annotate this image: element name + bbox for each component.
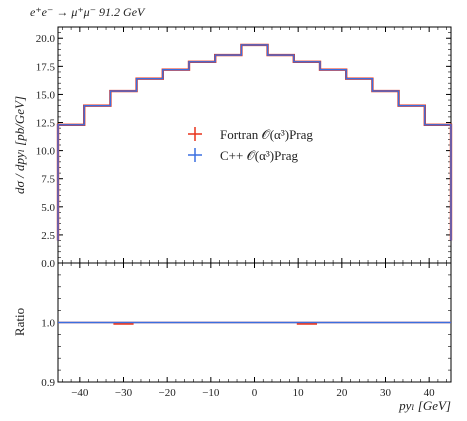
legend-entry-fortran: Fortran 𝒪(α³)Prag: [188, 127, 313, 142]
main-y-tick-label: 12.5: [36, 118, 56, 130]
x-tick-label: 40: [424, 387, 436, 399]
main-y-tick-label: 17.5: [36, 61, 56, 73]
main-series-group: [56, 43, 453, 241]
x-tick-label: 30: [380, 387, 392, 399]
x-tick-label: 20: [336, 387, 348, 399]
chart-title: e⁺e⁻ → μ⁺μ⁻ 91.2 GeV: [30, 5, 146, 19]
x-tick-label: −30: [115, 387, 133, 399]
main-plot-frame: [57, 26, 452, 264]
histogram-line-1: [57, 44, 452, 241]
x-tick-label: −20: [159, 387, 177, 399]
main-y-tick-label: 15.0: [36, 89, 56, 101]
main-y-tick-label: 20.0: [36, 33, 56, 45]
ratio-series-group: [58, 321, 451, 325]
main-y-tick-label: 10.0: [36, 146, 56, 158]
main-y-bottom-tick-label: 0.0: [41, 258, 55, 270]
main-y-tick-label: 2.5: [41, 230, 55, 242]
x-tick-label: 0: [252, 387, 258, 399]
x-axis-label: pyₗ [GeV]: [398, 398, 451, 413]
main-y-tick-label: 5.0: [41, 202, 55, 214]
ratio-y-tick-label: 1.0: [41, 318, 55, 330]
x-tick-label: −10: [202, 387, 220, 399]
x-tick-label: −40: [71, 387, 89, 399]
x-axis: −40 −30 −20 −10 0 10 20 30 40: [62, 27, 447, 399]
legend-fortran-label: Fortran 𝒪(α³)Prag: [220, 127, 313, 142]
ratio-y-axis-label: Ratio: [12, 308, 27, 336]
main-y-axis-label: dσ / dpyₗ [pb/GeV]: [12, 96, 27, 194]
x-tick-label: 10: [293, 387, 305, 399]
legend-entry-cpp: C++ 𝒪(α³)Prag: [188, 148, 298, 163]
ratio-y-tick-label: 0.9: [41, 377, 55, 389]
histogram-line-0: [56, 43, 453, 241]
ratio-y-axis: 0.9 1.0: [41, 274, 451, 389]
main-y-tick-label: 7.5: [41, 174, 55, 186]
legend-cpp-label: C++ 𝒪(α³)Prag: [220, 148, 298, 163]
legend: Fortran 𝒪(α³)Prag C++ 𝒪(α³)Prag: [188, 127, 313, 163]
